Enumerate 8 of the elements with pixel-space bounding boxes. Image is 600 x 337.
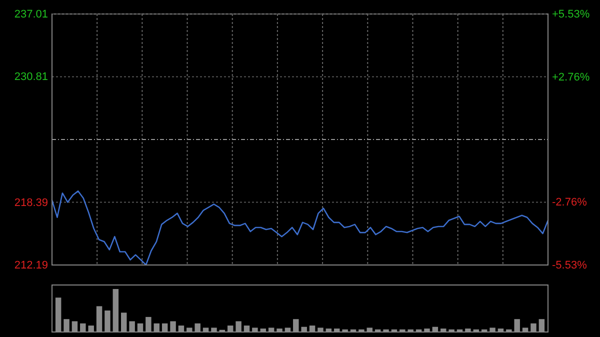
y2-tick-label: +5.53% xyxy=(552,8,590,21)
y2-tick-label: -2.76% xyxy=(552,196,588,209)
y2-tick-label: -5.53% xyxy=(552,260,588,272)
y-tick-label: 230.81 xyxy=(14,71,48,84)
y-tick-label: 237.01 xyxy=(14,8,48,21)
y-tick-label: 212.19 xyxy=(14,260,48,272)
y2-tick-label: +2.76% xyxy=(552,71,590,84)
y-tick-label: 218.39 xyxy=(14,196,48,209)
